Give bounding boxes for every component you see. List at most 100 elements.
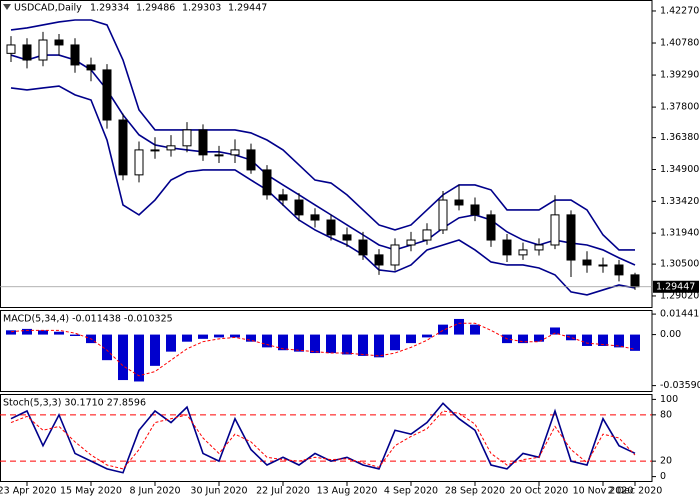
candle-body <box>70 44 80 66</box>
histogram-bar <box>230 334 240 338</box>
histogram-bar <box>390 334 400 351</box>
histogram-bar <box>134 334 144 382</box>
histogram-bar <box>150 334 160 366</box>
histogram-bar <box>582 334 592 346</box>
candle-body <box>134 149 144 176</box>
y-tick-label: 0.014417 <box>660 309 700 320</box>
candle-body <box>22 44 32 61</box>
candle-body <box>118 119 128 176</box>
y-tick-label: 1.34900 <box>660 164 699 175</box>
histogram-bar <box>518 334 528 344</box>
x-tick-label: 30 Jun 2020 <box>190 486 247 497</box>
y-tick-label: 1.39290 <box>660 70 699 81</box>
y-tick-label: 1.42270 <box>660 5 699 16</box>
histogram-bar <box>630 334 640 351</box>
y-tick-label: 80 <box>660 409 672 420</box>
series-line <box>10 410 636 470</box>
y-tick-label: 1.33420 <box>660 196 699 207</box>
series-line <box>10 322 636 377</box>
y-tick-label: 100 <box>660 394 678 405</box>
y-tick-label: 1.40780 <box>660 38 699 49</box>
symbol-icon <box>3 4 11 10</box>
y-tick-label: 1.30500 <box>660 259 699 270</box>
histogram-bar <box>406 334 416 344</box>
panel-frame <box>0 0 653 308</box>
x-tick-label: 13 Aug 2020 <box>317 486 378 497</box>
indicator-title: MACD(5,34,4) -0.011438 -0.010325 <box>3 314 173 325</box>
quote-value: 1.29486 <box>136 3 175 14</box>
x-tick-label: 8 Jun 2020 <box>129 486 180 497</box>
histogram-bar <box>262 334 272 348</box>
candle-body <box>358 239 368 256</box>
histogram-bar <box>614 334 624 348</box>
candle-body <box>294 199 304 216</box>
candle-body <box>534 244 544 251</box>
last-price-box <box>653 280 699 293</box>
candle-body <box>230 149 240 156</box>
histogram-bar <box>214 334 224 338</box>
candle-body <box>102 69 112 121</box>
candle-body <box>438 199 448 231</box>
x-tick-label: 2 Dec 2020 <box>608 486 663 497</box>
series-line <box>10 54 636 266</box>
candle-body <box>150 149 160 152</box>
candle-body <box>262 169 272 196</box>
candle-body <box>614 264 624 276</box>
y-tick-label: 1.36380 <box>660 132 699 143</box>
candle-body <box>214 154 224 157</box>
histogram-bar <box>534 334 544 342</box>
histogram-bar <box>118 334 128 381</box>
candle-body <box>38 39 48 61</box>
histogram-bar <box>38 330 48 335</box>
histogram-bar <box>166 334 176 352</box>
series-line <box>10 85 636 296</box>
histogram-bar <box>198 334 208 339</box>
candle-body <box>470 204 480 216</box>
y-tick-label: 1.29020 <box>660 290 699 301</box>
histogram-bar <box>102 334 112 361</box>
candle-body <box>166 145 176 151</box>
candle-body <box>422 229 432 241</box>
histogram-bar <box>438 324 448 335</box>
quote-value: 1.29447 <box>228 3 267 14</box>
x-tick-label: 15 May 2020 <box>60 486 122 497</box>
histogram-bar <box>454 318 464 335</box>
candle-body <box>86 64 96 71</box>
candle-body <box>6 44 16 54</box>
histogram-bar <box>182 334 192 342</box>
histogram-bar <box>422 334 432 338</box>
y-tick-label: -0.035904 <box>660 380 700 391</box>
candle-body <box>182 129 192 147</box>
y-tick-label: 20 <box>660 456 672 467</box>
candle-body <box>550 214 560 246</box>
candle-body <box>278 194 288 201</box>
candle-body <box>598 264 608 267</box>
histogram-bar <box>358 334 368 356</box>
histogram-bar <box>566 334 576 341</box>
x-tick-label: 22 Jul 2020 <box>256 486 310 497</box>
indicator-title: Stoch(5,3,3) 30.1710 27.8596 <box>3 398 146 409</box>
candle-body <box>246 149 256 171</box>
histogram-bar <box>54 331 64 335</box>
candle-body <box>390 244 400 266</box>
candle-body <box>326 219 336 236</box>
histogram-bar <box>310 334 320 354</box>
series-line <box>10 19 635 251</box>
histogram-bar <box>550 327 560 335</box>
x-tick-label: 20 Oct 2020 <box>510 486 569 497</box>
last-price-label: 1.29447 <box>656 281 695 292</box>
candle-body <box>198 129 208 156</box>
panel-frame <box>0 394 653 482</box>
histogram-bar <box>294 334 304 352</box>
candle-body <box>374 254 384 266</box>
candle-body <box>582 259 592 266</box>
y-tick-label: 0 <box>660 471 666 482</box>
candle-body <box>406 239 416 246</box>
x-tick-label: 10 Nov 2020 <box>573 486 634 497</box>
candle-body <box>502 239 512 256</box>
y-tick-label: 0.00 <box>660 329 681 340</box>
histogram-bar <box>470 324 480 335</box>
